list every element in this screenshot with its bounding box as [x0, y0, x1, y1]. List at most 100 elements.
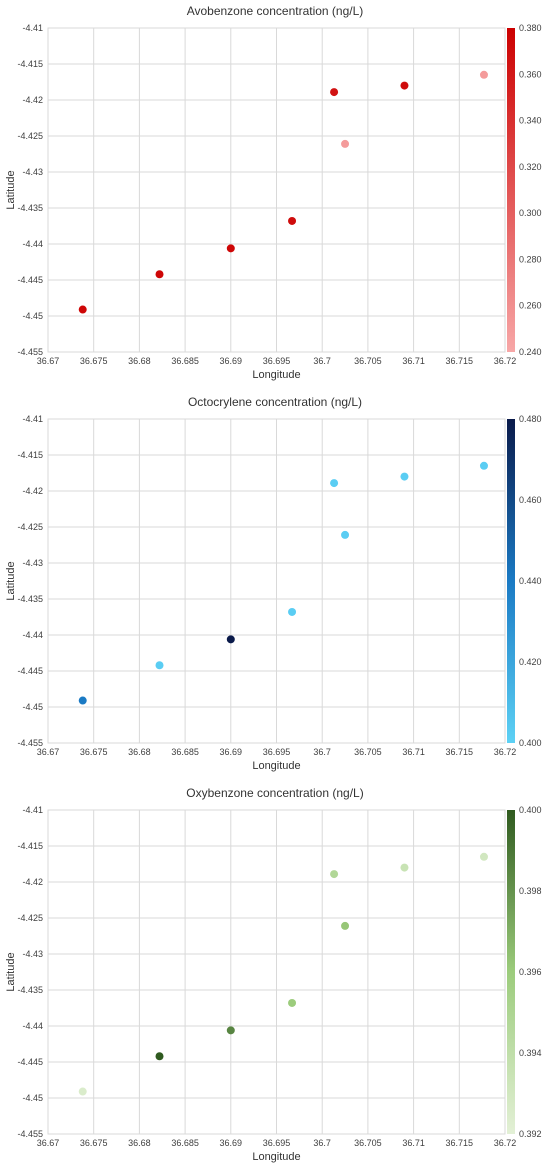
y-tick-label: -4.455 [17, 347, 43, 357]
data-point [330, 870, 339, 879]
x-tick-label: 36.67 [37, 1138, 60, 1148]
oxybenzone-chart-panel: Oxybenzone concentration (ng/L) 36.67 36.6… [0, 782, 550, 1173]
x-tick-label: 36.69 [220, 747, 243, 757]
data-point [226, 1026, 235, 1035]
y-tick-label: -4.42 [22, 95, 43, 105]
x-tick-label: 36.71 [402, 747, 425, 757]
x-tick-label: 36.68 [128, 356, 151, 366]
x-axis-label: Longitude [252, 1151, 300, 1163]
x-tick-label: 36.695 [263, 1138, 291, 1148]
x-tick-label: 36.695 [263, 356, 291, 366]
y-tick-label: -4.445 [17, 1057, 43, 1067]
y-tick-label: -4.44 [22, 239, 43, 249]
chart-title: Octocrylene concentration (ng/L) [188, 395, 362, 409]
x-tick-label: 36.69 [220, 1138, 243, 1148]
y-axis-label: Latitude [5, 170, 17, 209]
y-tick-label: -4.415 [17, 450, 43, 460]
y-tick-label: -4.435 [17, 203, 43, 213]
y-tick-label: -4.425 [17, 131, 43, 141]
data-point [479, 852, 488, 861]
colorbar-tick-label: 0.340 [519, 116, 542, 126]
chart-title: Avobenzone concentration (ng/L) [187, 4, 364, 18]
y-tick-label: -4.425 [17, 522, 43, 532]
y-tick-label: -4.445 [17, 275, 43, 285]
y-tick-label: -4.41 [22, 23, 43, 33]
data-point [479, 70, 488, 79]
y-tick-label: -4.44 [22, 630, 43, 640]
data-point [330, 88, 339, 97]
data-point [400, 472, 409, 481]
x-axis-label: Longitude [252, 369, 300, 381]
x-tick-label: 36.67 [37, 747, 60, 757]
x-tick-label: 36.71 [402, 356, 425, 366]
data-point [400, 863, 409, 872]
colorbar-tick-label: 0.480 [519, 414, 542, 424]
x-tick-label: 36.685 [171, 747, 199, 757]
data-point [155, 270, 164, 279]
colorbar-tick-label: 0.400 [519, 738, 542, 748]
y-tick-label: -4.44 [22, 1021, 43, 1031]
colorbar-tick-label: 0.394 [519, 1048, 542, 1058]
x-tick-label: 36.715 [446, 1138, 474, 1148]
oxybenzone-scatter-chart: Oxybenzone concentration (ng/L) 36.67 36.6… [5, 786, 542, 1163]
data-point [78, 1087, 87, 1096]
x-axis-label: Longitude [252, 760, 300, 772]
colorbar-tick-label: 0.320 [519, 162, 542, 172]
data-point [78, 696, 87, 705]
colorbar [507, 28, 515, 352]
y-tick-label: -4.45 [22, 1093, 43, 1103]
x-tick-label: 36.72 [494, 356, 517, 366]
colorbar [507, 419, 515, 743]
colorbar-tick-label: 0.300 [519, 208, 542, 218]
chart-title: Oxybenzone concentration (ng/L) [186, 786, 363, 800]
y-tick-label: -4.45 [22, 702, 43, 712]
x-tick-label: 36.67 [37, 356, 60, 366]
avobenzone-chart-panel: Avobenzone concentration (ng/L) 36.67 36.6… [0, 0, 550, 391]
y-tick-label: -4.43 [22, 949, 43, 959]
colorbar [507, 810, 515, 1134]
y-tick-label: -4.445 [17, 666, 43, 676]
colorbar-tick-label: 0.420 [519, 657, 542, 667]
data-point [341, 139, 350, 148]
x-tick-label: 36.72 [494, 1138, 517, 1148]
colorbar-tick-label: 0.240 [519, 347, 542, 357]
octocrylene-scatter-chart: Octocrylene concentration (ng/L) 36.67 36.… [5, 395, 542, 772]
colorbar-tick-label: 0.392 [519, 1129, 542, 1139]
y-axis-label: Latitude [5, 952, 17, 991]
y-tick-label: -4.425 [17, 913, 43, 923]
octocrylene-chart-panel: Octocrylene concentration (ng/L) 36.67 36.… [0, 391, 550, 782]
y-tick-label: -4.41 [22, 805, 43, 815]
data-point [155, 661, 164, 670]
data-point [341, 530, 350, 539]
data-point [479, 461, 488, 470]
x-tick-label: 36.675 [80, 747, 108, 757]
x-tick-label: 36.72 [494, 747, 517, 757]
colorbar-tick-label: 0.396 [519, 967, 542, 977]
y-tick-label: -4.455 [17, 1129, 43, 1139]
data-point [330, 479, 339, 488]
x-tick-label: 36.69 [220, 356, 243, 366]
data-point [400, 81, 409, 90]
y-tick-label: -4.42 [22, 486, 43, 496]
data-point [226, 244, 235, 253]
y-tick-label: -4.435 [17, 985, 43, 995]
x-tick-label: 36.71 [402, 1138, 425, 1148]
x-tick-label: 36.68 [128, 1138, 151, 1148]
x-tick-label: 36.685 [171, 356, 199, 366]
colorbar-tick-label: 0.280 [519, 254, 542, 264]
x-tick-label: 36.715 [446, 747, 474, 757]
data-point [226, 635, 235, 644]
y-tick-label: -4.43 [22, 167, 43, 177]
x-tick-label: 36.715 [446, 356, 474, 366]
data-point [155, 1052, 164, 1061]
data-point [78, 305, 87, 314]
data-point [288, 216, 297, 225]
x-tick-label: 36.675 [80, 1138, 108, 1148]
y-axis-label: Latitude [5, 561, 17, 600]
y-tick-label: -4.43 [22, 558, 43, 568]
x-tick-label: 36.685 [171, 1138, 199, 1148]
colorbar-tick-label: 0.398 [519, 886, 542, 896]
y-tick-label: -4.435 [17, 594, 43, 604]
avobenzone-scatter-chart: Avobenzone concentration (ng/L) 36.67 36.6… [5, 4, 542, 381]
y-tick-label: -4.415 [17, 841, 43, 851]
